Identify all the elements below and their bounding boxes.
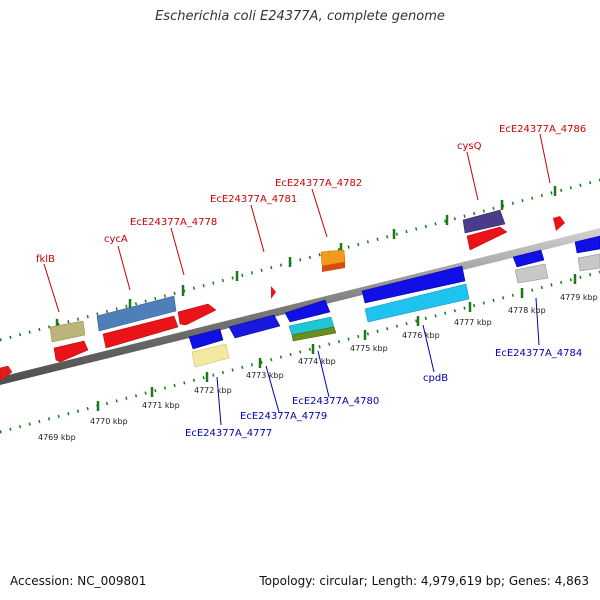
gene-ece24377a-4779 xyxy=(228,314,281,339)
reverse-gene-label-3: cpdB xyxy=(423,373,448,384)
kbp-label-9: 4778 kbp xyxy=(508,306,546,315)
genome-backbone xyxy=(0,228,600,385)
kbp-label-5: 4774 kbp xyxy=(298,357,336,366)
gene-ece24377a-4781 xyxy=(271,286,276,299)
gene-red-a xyxy=(53,340,89,363)
kbp-label-0: 4769 kbp xyxy=(38,433,76,442)
reverse-gene-label-4: EcE24377A_4784 xyxy=(495,348,582,359)
reverse-major-ticks xyxy=(96,274,577,411)
forward-genes xyxy=(0,209,565,381)
gene-cyca xyxy=(96,295,177,332)
gene-ece24377a-4778 xyxy=(177,303,217,326)
kbp-label-2: 4771 kbp xyxy=(142,401,180,410)
gene-blue-a xyxy=(188,328,224,350)
reverse-label-leaders xyxy=(216,297,540,426)
kbp-label-1: 4770 kbp xyxy=(90,417,128,426)
forward-gene-label-2: EcE24377A_4778 xyxy=(130,217,217,228)
accession-text: Accession: NC_009801 xyxy=(10,574,147,588)
reverse-genes xyxy=(188,235,600,368)
map-title: Escherichia coli E24377A, complete genom… xyxy=(155,9,445,24)
gene-ece24377a-4786 xyxy=(553,216,565,231)
forward-gene-label-3: EcE24377A_4781 xyxy=(210,194,297,205)
gene-blue-b xyxy=(284,299,331,323)
gene-red-b xyxy=(102,315,179,349)
forward-gene-label-6: EcE24377A_4786 xyxy=(499,124,586,135)
gene-ece24377a-4784 xyxy=(514,263,549,284)
gene-ece24377a-4782-bottom xyxy=(322,262,345,272)
forward-gene-label-0: fklB xyxy=(36,254,55,265)
reverse-gene-label-2: EcE24377A_4780 xyxy=(292,396,379,407)
genome-stats-text: Topology: circular; Length: 4,979,619 bp… xyxy=(259,574,589,588)
forward-ruler xyxy=(0,178,600,342)
reverse-ruler xyxy=(0,270,600,434)
gene-red-c xyxy=(466,226,508,251)
gene-cpdb xyxy=(364,283,470,323)
gene-cysq xyxy=(462,209,506,234)
gene-fklb-forward xyxy=(0,365,13,381)
kbp-label-3: 4772 kbp xyxy=(194,386,232,395)
reverse-gene-labels: EcE24377A_4777 EcE24377A_4779 EcE24377A_47… xyxy=(185,348,582,439)
gene-ece24377a-4780 xyxy=(291,326,337,342)
kbp-scale-labels: 4769 kbp 4770 kbp 4771 kbp 4772 kbp 4773 kbp… xyxy=(38,293,598,442)
gene-ece24377a-4784-upper xyxy=(512,249,545,268)
kbp-label-7: 4776 kbp xyxy=(402,331,440,340)
gene-ece24377a-4777 xyxy=(191,343,230,368)
forward-gene-label-1: cycA xyxy=(104,234,128,245)
gene-fklb xyxy=(49,320,86,343)
gene-grey-c xyxy=(577,253,600,272)
kbp-label-8: 4777 kbp xyxy=(454,318,492,327)
kbp-label-10: 4779 kbp xyxy=(560,293,598,302)
forward-gene-label-4: EcE24377A_4782 xyxy=(275,178,362,189)
forward-label-leaders xyxy=(43,133,551,313)
reverse-gene-label-1: EcE24377A_4779 xyxy=(240,411,327,422)
reverse-gene-label-0: EcE24377A_4777 xyxy=(185,428,272,439)
kbp-label-6: 4775 kbp xyxy=(350,344,388,353)
gene-cpdb-upper xyxy=(361,265,466,304)
kbp-label-4: 4773 kbp xyxy=(246,371,284,380)
gene-blue-c xyxy=(574,235,600,254)
forward-gene-label-5: cysQ xyxy=(457,141,482,152)
